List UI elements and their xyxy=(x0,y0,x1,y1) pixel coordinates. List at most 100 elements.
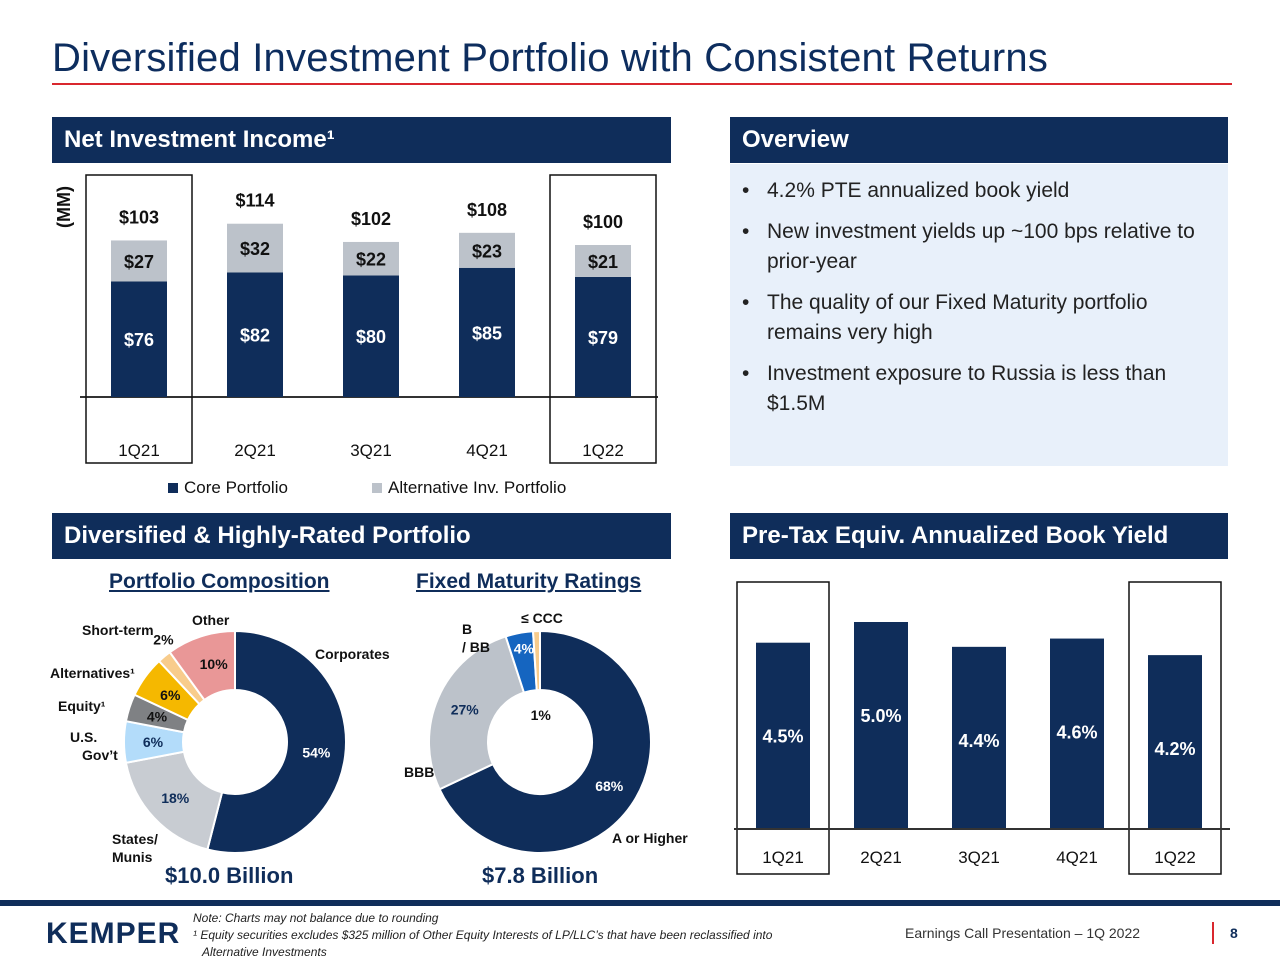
yield-bar xyxy=(854,622,908,829)
category-label: Munis xyxy=(112,849,153,865)
category-label: Alternatives¹ xyxy=(50,665,135,681)
overview-bullet: • The quality of our Fixed Maturity portf… xyxy=(742,291,1148,344)
legend-swatch-core xyxy=(168,483,178,493)
donut-slice xyxy=(438,629,652,854)
total-value-label: $114 xyxy=(235,191,274,211)
highlight-box xyxy=(549,174,657,464)
x-tick-label: 2Q21 xyxy=(860,848,902,867)
yield-bar xyxy=(952,646,1006,829)
footer-footnote: ¹ Equity securities excludes $325 millio… xyxy=(193,928,773,942)
core-bar xyxy=(575,276,631,397)
alt-bar xyxy=(459,232,515,268)
core-value-label: $79 xyxy=(588,328,618,348)
category-label: States/ xyxy=(112,831,158,847)
ratings-title: Fixed Maturity Ratings xyxy=(416,570,642,593)
yield-bar xyxy=(1050,638,1104,829)
core-value-label: $80 xyxy=(356,327,386,347)
category-label: Other xyxy=(192,612,230,628)
slice-percent-label: 18% xyxy=(161,790,190,806)
overview-bullet: • New investment yields up ~100 bps relat… xyxy=(742,220,1195,273)
alt-value-label: $27 xyxy=(124,252,154,272)
category-label: A or Higher xyxy=(612,830,688,846)
overview-section-header: Overview xyxy=(730,117,1228,163)
core-bar xyxy=(111,281,167,397)
core-value-label: $85 xyxy=(472,323,502,343)
slice-percent-label: 27% xyxy=(451,701,480,717)
legend-swatch-alt xyxy=(372,483,382,493)
presentation-name: Earnings Call Presentation – 1Q 2022 xyxy=(905,925,1141,941)
total-value-label: $102 xyxy=(351,209,391,229)
yield-value-label: 4.6% xyxy=(1056,723,1097,743)
overview-bullet-list: • 4.2% PTE annualized book yield • New inv… xyxy=(730,164,1228,419)
donut-slice xyxy=(206,629,347,854)
core-value-label: $82 xyxy=(240,326,270,346)
core-bar xyxy=(343,275,399,397)
legend-label-alt: Alternative Inv. Portfolio xyxy=(388,478,566,497)
alt-bar xyxy=(227,223,283,273)
yield-value-label: 5.0% xyxy=(860,706,901,726)
core-bar xyxy=(227,272,283,397)
book-yield-bar-chart: 4.5% 1Q21 5.0% 2Q21 4.4% 3Q21 4.6% 4Q21 4.2% 1Q22 xyxy=(734,581,1230,875)
category-label: U.S. xyxy=(70,729,97,745)
portfolio-section-header: Diversified & Highly-Rated Portfolio xyxy=(52,513,671,559)
slice-percent-label: 68% xyxy=(595,778,624,794)
x-tick-label: 1Q22 xyxy=(582,441,624,460)
kemper-logo: KEMPER xyxy=(46,917,181,950)
category-label: Equity¹ xyxy=(58,698,106,714)
alt-value-label: $22 xyxy=(356,250,386,270)
yield-bar xyxy=(756,642,810,829)
highlight-box xyxy=(736,581,830,875)
donut-slice xyxy=(168,629,236,702)
x-tick-label: 1Q21 xyxy=(762,848,804,867)
page-title: Diversified Investment Portfolio with Co… xyxy=(52,36,1049,80)
overview-bullet: • Investment exposure to Russia is less t… xyxy=(742,362,1167,415)
yield-value-label: 4.2% xyxy=(1154,739,1195,759)
alt-bar xyxy=(111,240,167,282)
nii-stacked-bar-chart: (MM) $76 $27 $103 1Q21 $82 $32 $114 2Q21 $80 $22 $… xyxy=(54,174,658,497)
nii-unit-label: (MM) xyxy=(54,186,74,228)
category-label: ≤ CCC xyxy=(521,610,563,626)
nii-section-header: Net Investment Income¹ xyxy=(52,117,671,163)
composition-title: Portfolio Composition xyxy=(109,570,330,593)
slice-percent-label: 6% xyxy=(160,687,181,703)
yield-value-label: 4.5% xyxy=(762,727,803,747)
yield-section-header: Pre-Tax Equiv. Annualized Book Yield xyxy=(730,513,1228,559)
ratings-total: $7.8 Billion xyxy=(482,863,599,888)
donut-slice xyxy=(531,629,541,692)
total-value-label: $108 xyxy=(467,200,507,220)
alt-value-label: $21 xyxy=(588,252,618,272)
slice-percent-label: 1% xyxy=(531,707,552,723)
slice-percent-label: 54% xyxy=(302,744,331,760)
composition-total: $10.0 Billion xyxy=(165,863,294,888)
yield-value-label: 4.4% xyxy=(958,731,999,751)
slice-percent-label: 2% xyxy=(153,631,174,647)
highlight-box xyxy=(85,174,193,464)
donut-slice xyxy=(124,750,224,851)
overview-panel: • 4.2% PTE annualized book yield • New inv… xyxy=(730,164,1228,466)
slice-percent-label: 4% xyxy=(147,709,168,725)
category-label: Short-term xyxy=(82,622,154,638)
x-tick-label: 3Q21 xyxy=(958,848,1000,867)
footer-footnote-cont: Alternative Investments xyxy=(202,945,327,959)
alt-value-label: $23 xyxy=(472,241,502,261)
overview-bullet: • 4.2% PTE annualized book yield xyxy=(742,179,1070,202)
alt-bar xyxy=(575,245,631,277)
x-tick-label: 1Q21 xyxy=(118,441,160,460)
highlight-box xyxy=(1128,581,1222,875)
footer-separator xyxy=(1212,922,1214,944)
portfolio-composition-donut: 54% 18% 6% 4% 6% 2% 10% Corporates States/Munis U… xyxy=(50,612,390,865)
core-value-label: $76 xyxy=(124,330,154,350)
category-label: / BB xyxy=(462,639,490,655)
title-divider xyxy=(52,83,1232,85)
total-value-label: $100 xyxy=(583,212,623,232)
category-label: B xyxy=(462,621,472,637)
page-number: 8 xyxy=(1230,925,1238,941)
slice-percent-label: 4% xyxy=(514,641,535,657)
x-tick-label: 2Q21 xyxy=(234,441,276,460)
slice-percent-label: 10% xyxy=(200,656,229,672)
yield-bar xyxy=(1148,655,1202,829)
donut-slice xyxy=(428,635,526,791)
x-tick-label: 4Q21 xyxy=(1056,848,1098,867)
category-label: BBB xyxy=(404,764,434,780)
total-value-label: $103 xyxy=(119,207,159,227)
